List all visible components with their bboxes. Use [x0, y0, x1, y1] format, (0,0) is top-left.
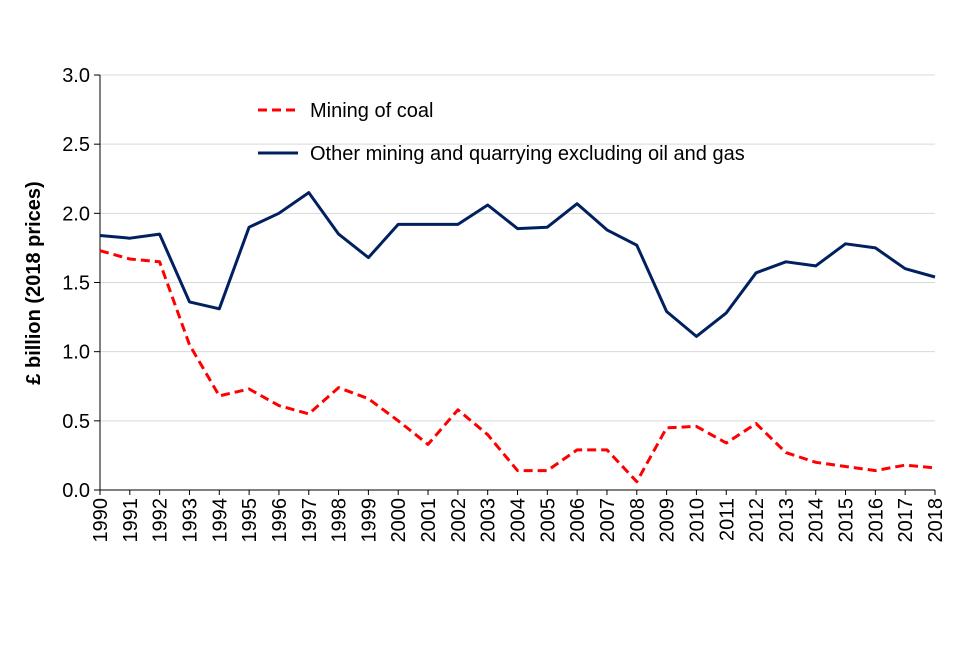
x-tick-label: 2006: [567, 498, 589, 543]
x-tick-label: 1996: [269, 498, 291, 543]
x-tick-label: 1991: [120, 498, 142, 543]
x-tick-label: 2017: [895, 498, 917, 543]
x-tick-label: 1999: [358, 498, 380, 543]
y-axis-label: £ billion (2018 prices): [23, 181, 45, 384]
y-tick-labels: 0.0 0.5 1.0 1.5 2.0 2.5 3.0: [62, 65, 90, 502]
series-lines: [99, 191, 936, 484]
x-tick-label: 2011: [716, 498, 738, 541]
x-tick-label: 2010: [686, 498, 708, 543]
series-line-other-mining: [99, 191, 936, 338]
x-tick-label: 2003: [478, 498, 500, 543]
x-tick-label: 1993: [179, 498, 201, 543]
x-tick-label: 2000: [388, 498, 410, 543]
axes: [94, 74, 936, 495]
legend-label: Mining of coal: [310, 100, 433, 122]
x-tick-label: 2002: [448, 498, 470, 543]
x-tick-label: 1992: [150, 498, 172, 543]
x-tick-label: 2012: [746, 498, 768, 543]
y-tick-label: 2.5: [62, 134, 90, 156]
x-tick-label: 1998: [329, 498, 351, 543]
x-tick-label: 2008: [627, 498, 649, 543]
x-tick-label: 2016: [865, 498, 887, 543]
gridlines: [100, 74, 935, 422]
x-tick-labels: 1990 1991 1992 1993 1994 1995 1996 1997 1998 1999…: [90, 498, 947, 543]
y-tick-label: 0.5: [62, 411, 90, 433]
y-tick-label: 1.0: [62, 342, 90, 364]
y-tick-label: 1.5: [62, 273, 90, 295]
x-tick-label: 1995: [239, 498, 261, 543]
x-tick-label: 2007: [597, 498, 619, 543]
x-tick-label: 1997: [299, 498, 321, 543]
x-tick-label: 2009: [657, 498, 679, 543]
x-tick-label: 2001: [418, 498, 440, 543]
y-tick-label: 2.0: [62, 203, 90, 225]
legend-label: Other mining and quarrying excluding oil…: [310, 143, 745, 165]
x-tick-label: 2004: [508, 498, 530, 543]
y-tick-label: 0.0: [62, 480, 90, 502]
y-tick-label: 3.0: [62, 65, 90, 87]
x-tick-label: 2018: [925, 498, 947, 543]
x-tick-label: 2015: [836, 498, 858, 543]
legend: Mining of coal Other mining and quarrying…: [258, 100, 745, 165]
x-tick-label: 2014: [806, 498, 828, 543]
x-tick-label: 1990: [90, 498, 112, 543]
x-tick-label: 2005: [537, 498, 559, 543]
x-tick-label: 1994: [209, 498, 231, 543]
series-line-mining-of-coal: [99, 249, 936, 484]
x-tick-label: 2013: [776, 498, 798, 543]
